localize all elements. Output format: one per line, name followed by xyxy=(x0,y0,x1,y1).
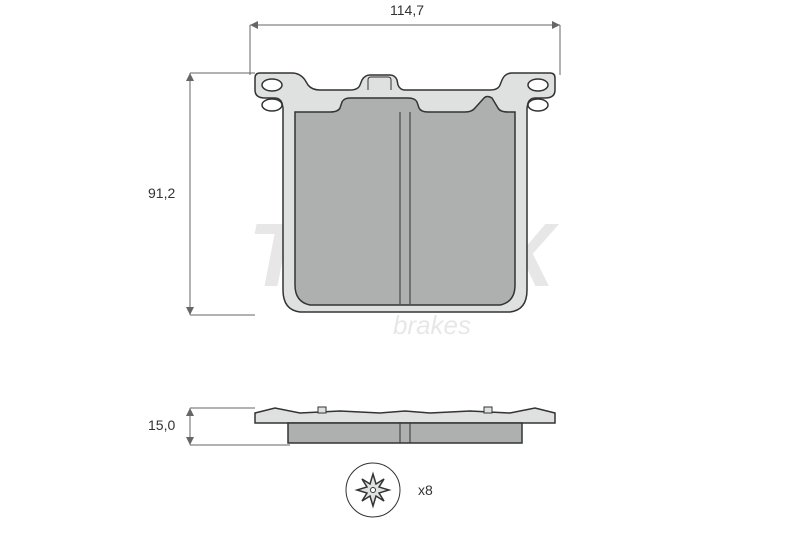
technical-diagram: TOMEX brakes 114,7 91,2 xyxy=(0,0,800,534)
brake-pad-side-view xyxy=(250,405,560,450)
dimension-height-ext-top xyxy=(190,72,255,74)
height-label: 91,2 xyxy=(148,185,175,201)
dimension-width-ext-right xyxy=(559,25,561,75)
width-label: 114,7 xyxy=(390,2,424,18)
dimension-thickness-ext-bottom xyxy=(190,444,290,446)
dimension-height-ext-bottom xyxy=(190,314,255,316)
dimension-width xyxy=(250,15,560,35)
accessory-count: x8 xyxy=(418,482,433,498)
dimension-width-ext-left xyxy=(249,25,251,75)
thickness-label: 15,0 xyxy=(148,417,175,433)
dimension-thickness xyxy=(180,403,200,448)
dimension-height xyxy=(180,73,200,315)
dimension-thickness-ext-top xyxy=(190,407,255,409)
accessory-icon xyxy=(343,460,403,520)
brake-pad-front-view xyxy=(250,70,560,320)
